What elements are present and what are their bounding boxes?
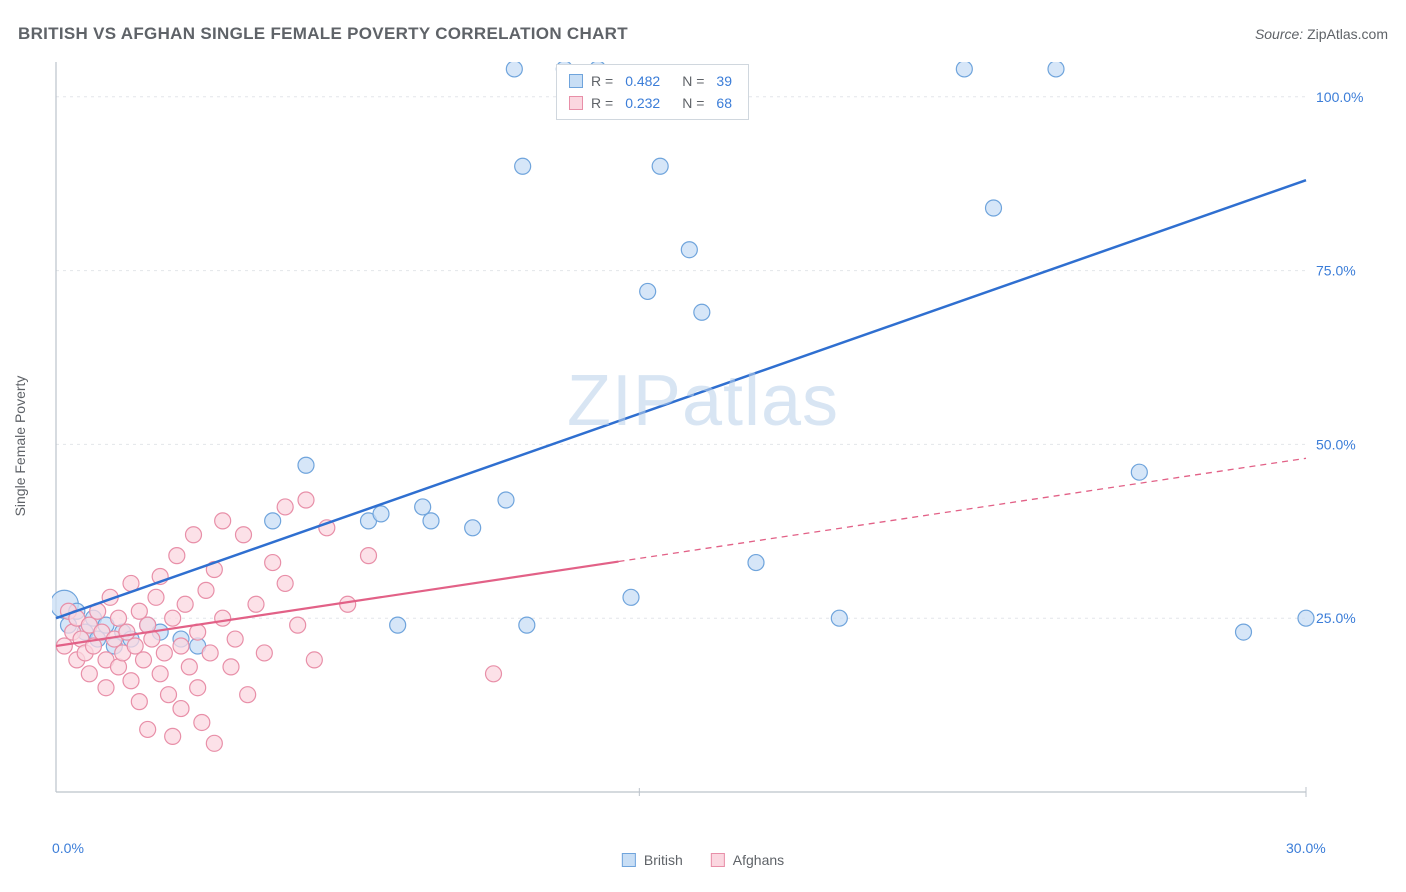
n-label: N = — [682, 70, 704, 92]
y-axis-label: Single Female Poverty — [12, 376, 28, 517]
r-label: R = — [591, 70, 613, 92]
svg-text:25.0%: 25.0% — [1316, 610, 1356, 626]
x-axis-max: 30.0% — [1286, 840, 1326, 856]
swatch-british — [569, 74, 583, 88]
chart-title: BRITISH VS AFGHAN SINGLE FEMALE POVERTY … — [18, 24, 628, 44]
legend-label-british: British — [644, 852, 683, 868]
chart-plot-area: 25.0% 50.0% 75.0% 100.0% — [52, 62, 1382, 832]
r-label: R = — [591, 92, 613, 114]
n-label: N = — [682, 92, 704, 114]
svg-text:100.0%: 100.0% — [1316, 89, 1363, 105]
n-value-afghans: 68 — [712, 92, 736, 114]
legend-label-afghans: Afghans — [733, 852, 784, 868]
series-legend: British Afghans — [622, 852, 784, 868]
legend-row-afghans: R = 0.232 N = 68 — [569, 92, 736, 114]
source-name: ZipAtlas.com — [1307, 26, 1388, 42]
swatch-afghans — [569, 96, 583, 110]
source-attribution: Source: ZipAtlas.com — [1255, 26, 1388, 42]
scatter-chart-svg: 25.0% 50.0% 75.0% 100.0% — [52, 62, 1382, 832]
swatch-afghans-icon — [711, 853, 725, 867]
source-label: Source: — [1255, 26, 1303, 42]
r-value-afghans: 0.232 — [621, 92, 664, 114]
n-value-british: 39 — [712, 70, 736, 92]
correlation-legend: R = 0.482 N = 39 R = 0.232 N = 68 — [556, 64, 749, 120]
swatch-british-icon — [622, 853, 636, 867]
x-axis-min: 0.0% — [52, 840, 84, 856]
svg-text:75.0%: 75.0% — [1316, 263, 1356, 279]
legend-row-british: R = 0.482 N = 39 — [569, 70, 736, 92]
legend-item-british: British — [622, 852, 683, 868]
legend-item-afghans: Afghans — [711, 852, 784, 868]
svg-text:50.0%: 50.0% — [1316, 436, 1356, 452]
chart-header: BRITISH VS AFGHAN SINGLE FEMALE POVERTY … — [18, 24, 1388, 44]
r-value-british: 0.482 — [621, 70, 664, 92]
